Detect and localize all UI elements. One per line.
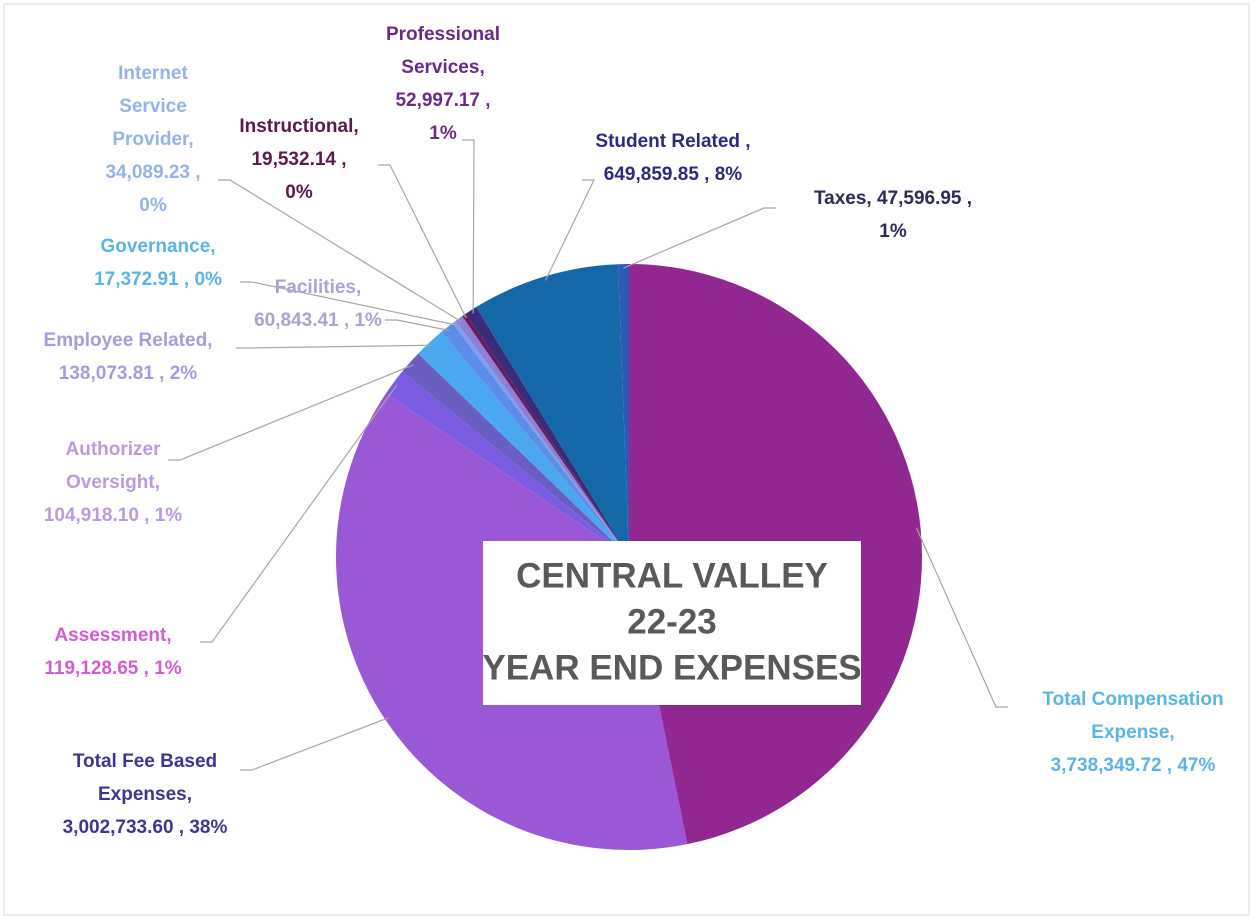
data-label: Taxes, 47,596.95 , [814,188,972,209]
data-label: 1% [879,221,907,242]
data-label: 17,372.91 , 0% [94,269,222,290]
chart-title: YEAR END EXPENSES [482,648,861,687]
data-label: Services, [401,57,484,78]
data-label: 0% [285,182,313,203]
data-label: Employee Related, [44,330,213,351]
data-label: Assessment, [54,625,171,646]
data-label: Facilities, [275,277,362,298]
data-label: 3,002,733.60 , 38% [63,817,228,838]
pie-slice [418,331,629,557]
pie-slice [618,264,629,557]
leader-line [236,344,433,349]
data-label: Total Compensation [1042,689,1223,710]
leader-line [218,179,462,323]
leader-line [168,364,414,461]
data-label: Oversight, [66,472,160,493]
data-label: 60,843.41 , 1% [254,310,382,331]
leader-line [378,164,467,319]
data-label: Provider, [112,129,193,150]
leader-line [916,527,1008,708]
pie-slice [465,307,629,557]
leader-line [544,179,595,281]
pie-slice [441,323,629,557]
data-label: Total Fee Based [73,751,217,772]
data-label: 104,918.10 , 1% [44,505,182,526]
leader-line [385,319,450,332]
data-label: Governance, [100,236,215,257]
data-label: Service [119,96,187,117]
data-label: 0% [139,195,167,216]
data-label: 34,089.23 , [105,162,200,183]
data-label: Internet [118,63,188,84]
leader-line [623,207,776,269]
leader-line [462,139,475,314]
title-box [483,541,861,705]
data-label: 1% [429,123,457,144]
chart-title: CENTRAL VALLEY [516,556,828,595]
data-label: Instructional, [239,116,358,137]
pie-slice [476,264,629,557]
data-label: Expense, [1091,722,1174,743]
leader-line [200,384,398,643]
data-label: 52,997.17 , [395,90,490,111]
data-label: Authorizer [66,439,162,460]
pie-slice [455,316,629,557]
chart-title: 22-23 [627,602,717,641]
leader-line [240,717,390,771]
data-label: 119,128.65 , 1% [44,658,181,679]
data-label: Student Related , [595,131,750,152]
pie-slice [452,320,629,557]
data-label: Expenses, [98,784,192,805]
data-label: 649,859.85 , 8% [604,164,742,185]
pie-slice [462,313,629,557]
leader-line [240,281,457,326]
data-label: 3,738,349.72 , 47% [1051,755,1216,776]
data-label: Professional [386,24,500,45]
pie-slice [402,353,629,557]
data-label: 138,073.81 , 2% [59,363,197,384]
data-label: 19,532.14 , [251,149,346,170]
pie-slice [385,371,629,557]
